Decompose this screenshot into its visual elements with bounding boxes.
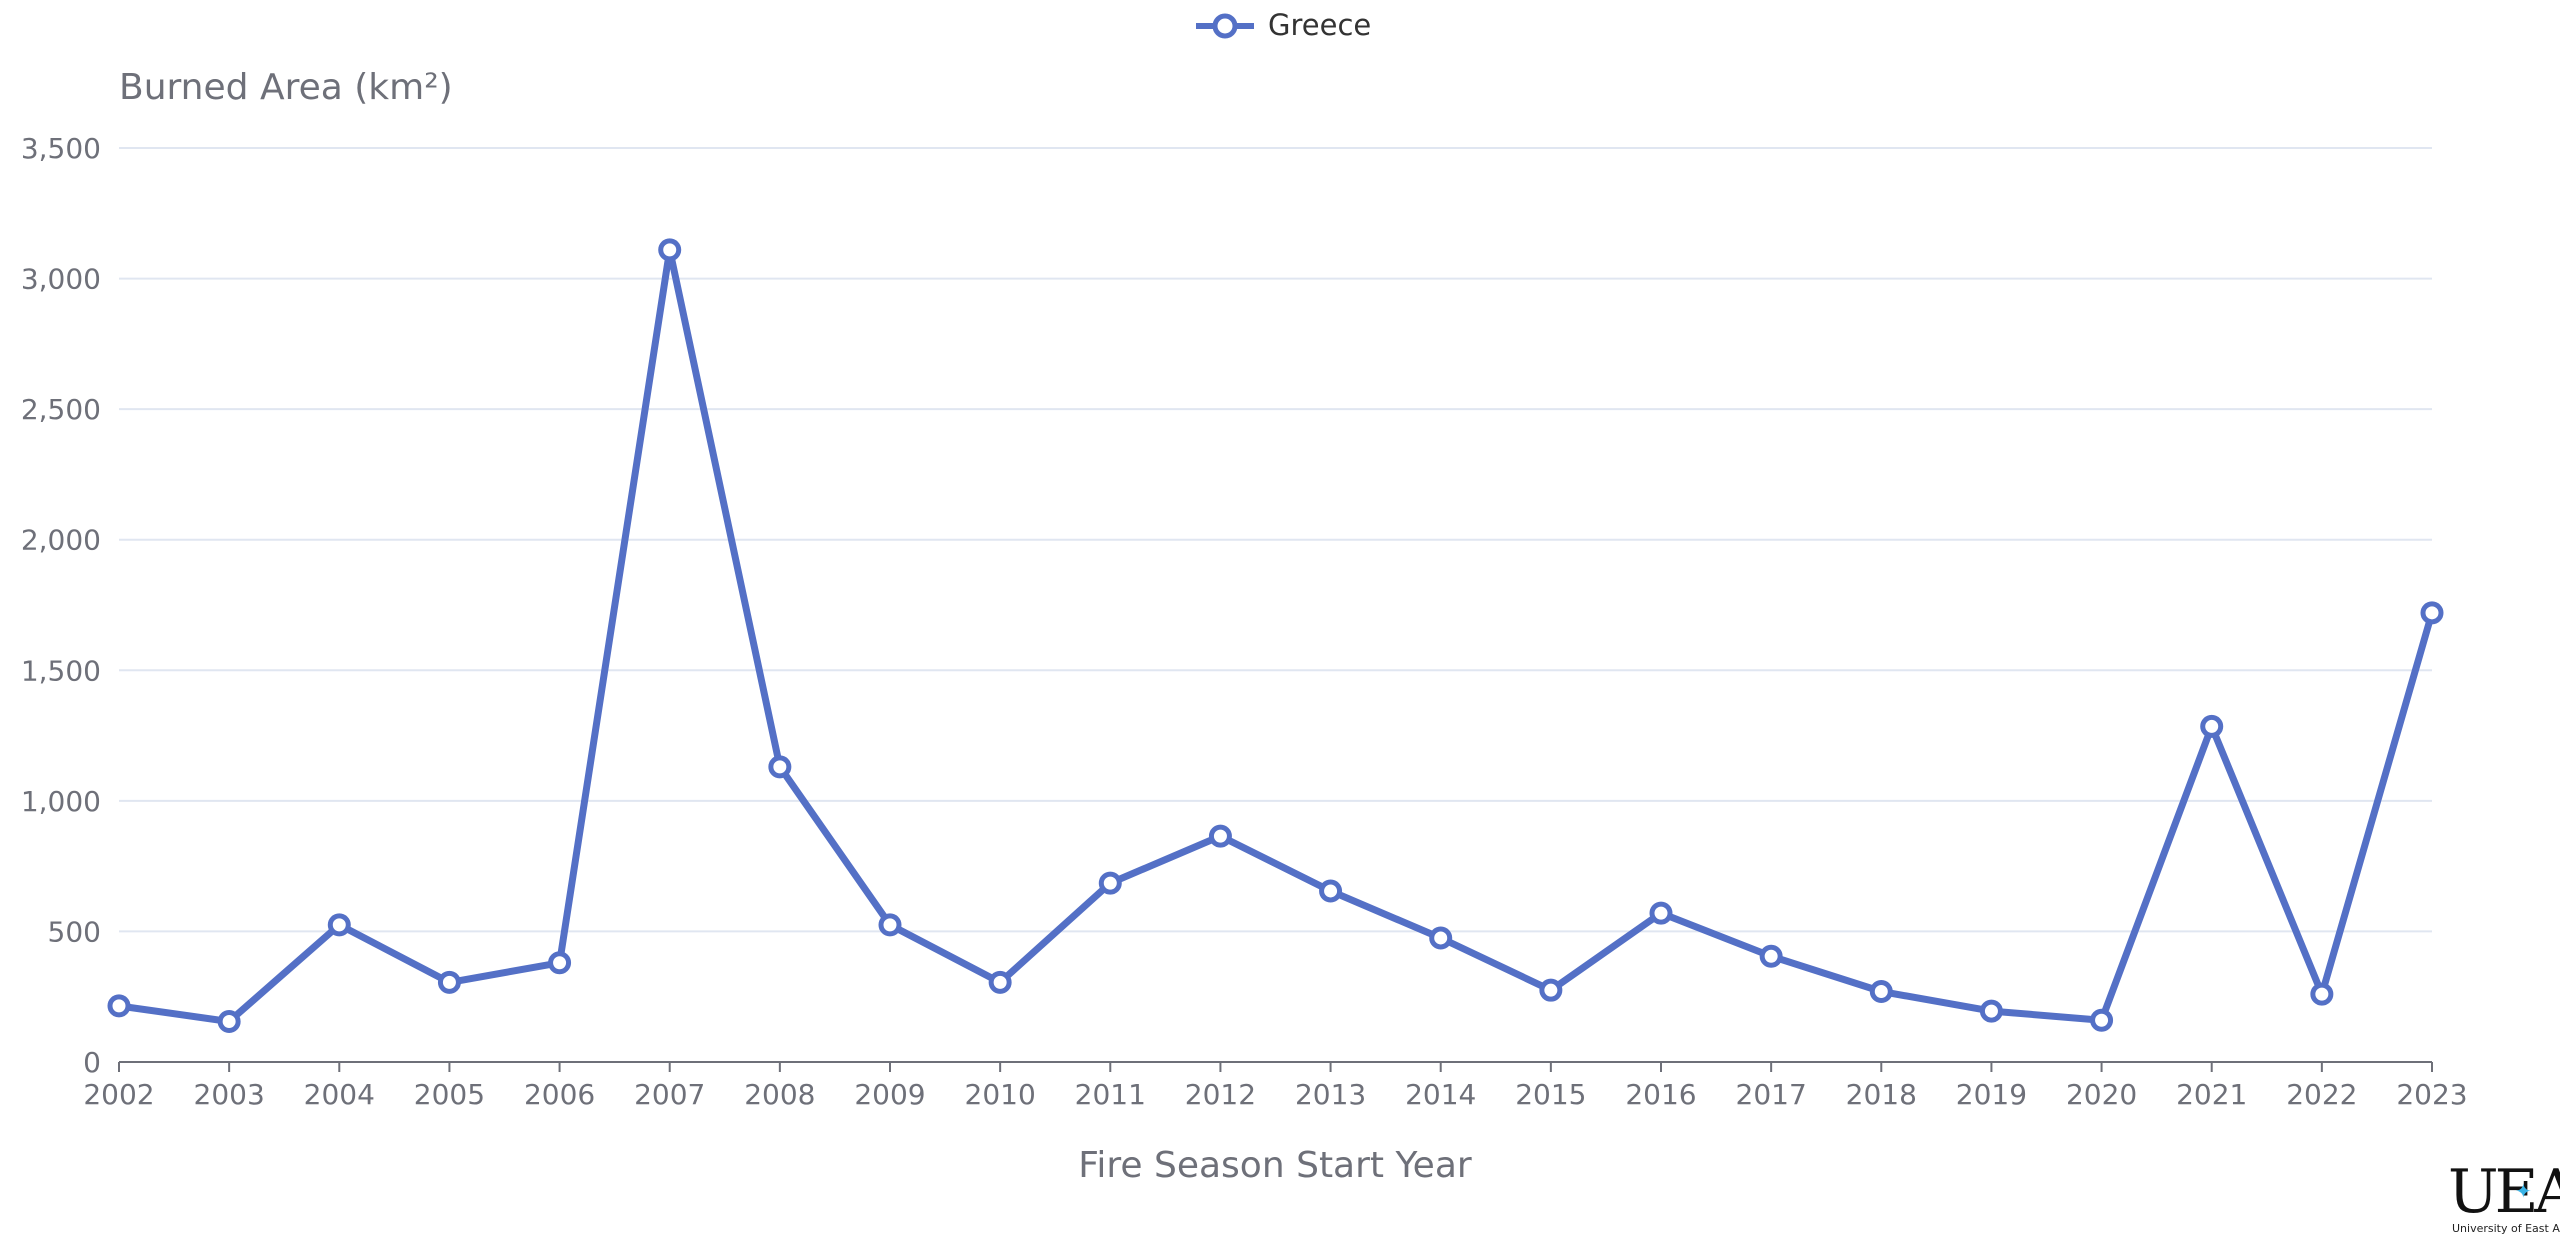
y-tick-label: 2,500	[21, 393, 101, 426]
data-point[interactable]	[327, 913, 351, 937]
data-point[interactable]	[1759, 944, 1783, 968]
x-tick-label: 2002	[83, 1078, 154, 1111]
y-tick-label: 1,500	[21, 654, 101, 687]
legend[interactable]: Greece	[1196, 8, 1371, 42]
x-tick-label: 2006	[524, 1078, 595, 1111]
axes: 0 500 1,000 1,500 2,000 2,500 3,000 3,500 2002 20…	[21, 132, 2468, 1111]
y-tick-label: 500	[48, 915, 101, 948]
data-point[interactable]	[988, 970, 1012, 994]
series-line-greece	[115, 246, 2436, 1025]
x-tick-label: 2015	[1515, 1078, 1586, 1111]
data-point[interactable]	[1098, 871, 1122, 895]
data-point[interactable]	[768, 755, 792, 779]
data-point[interactable]	[2200, 714, 2224, 738]
y-tick-label: 2,000	[21, 524, 101, 557]
data-point[interactable]	[878, 913, 902, 937]
x-tick-label: 2016	[1625, 1078, 1696, 1111]
y-axis-title: Burned Area (km²)	[119, 67, 453, 108]
legend-label-greece: Greece	[1268, 8, 1371, 42]
data-point[interactable]	[1429, 926, 1453, 950]
x-tick-label: 2021	[2176, 1078, 2247, 1111]
legend-circle-marker	[1212, 13, 1238, 39]
data-point[interactable]	[107, 994, 131, 1018]
x-tick-label: 2010	[965, 1078, 1036, 1111]
data-point[interactable]	[2420, 601, 2444, 625]
x-tick-label: 2017	[1736, 1078, 1807, 1111]
data-point[interactable]	[1539, 978, 1563, 1002]
data-point[interactable]	[548, 951, 572, 975]
series-layer	[107, 238, 2444, 1034]
x-tick-label: 2008	[744, 1078, 815, 1111]
x-tick-label: 2005	[414, 1078, 485, 1111]
x-tick-label: 2012	[1185, 1078, 1256, 1111]
x-tick-label: 2019	[1956, 1078, 2027, 1111]
x-axis-title: Fire Season Start Year	[1078, 1145, 1472, 1186]
x-tick-label: 2020	[2066, 1078, 2137, 1111]
x-tick-label: 2007	[634, 1078, 705, 1111]
data-point[interactable]	[1979, 999, 2003, 1023]
x-tick-label: 2018	[1846, 1078, 1917, 1111]
data-point[interactable]	[1869, 979, 1893, 1003]
y-tick-label: 1,000	[21, 785, 101, 818]
x-tick-label: 2011	[1075, 1078, 1146, 1111]
y-tick-label: 3,000	[21, 263, 101, 296]
uea-logo-caption: University of East Anglia	[2452, 1222, 2560, 1235]
uea-logo-mark: UEA	[2448, 1157, 2560, 1227]
data-point[interactable]	[1319, 879, 1343, 903]
x-tick-label: 2023	[2396, 1078, 2467, 1111]
y-tick-label: 3,500	[21, 132, 101, 165]
grid-lines	[119, 147, 2432, 933]
data-point[interactable]	[1649, 901, 1673, 925]
data-point[interactable]	[1208, 824, 1232, 848]
data-point[interactable]	[658, 238, 682, 262]
x-tick-label: 2009	[854, 1078, 925, 1111]
uea-logo: UEA ✦ University of East Anglia	[2448, 1157, 2560, 1235]
x-tick-label: 2003	[194, 1078, 265, 1111]
x-tick-label: 2013	[1295, 1078, 1366, 1111]
logo-star-icon: ✦	[2515, 1179, 2532, 1203]
y-tick-label: 0	[83, 1046, 101, 1079]
x-tick-label: 2022	[2286, 1078, 2357, 1111]
data-point[interactable]	[2310, 982, 2334, 1006]
data-point[interactable]	[2090, 1008, 2114, 1032]
x-tick-label: 2014	[1405, 1078, 1476, 1111]
x-tick-label: 2004	[304, 1078, 375, 1111]
data-point[interactable]	[437, 970, 461, 994]
data-point[interactable]	[217, 1010, 241, 1034]
